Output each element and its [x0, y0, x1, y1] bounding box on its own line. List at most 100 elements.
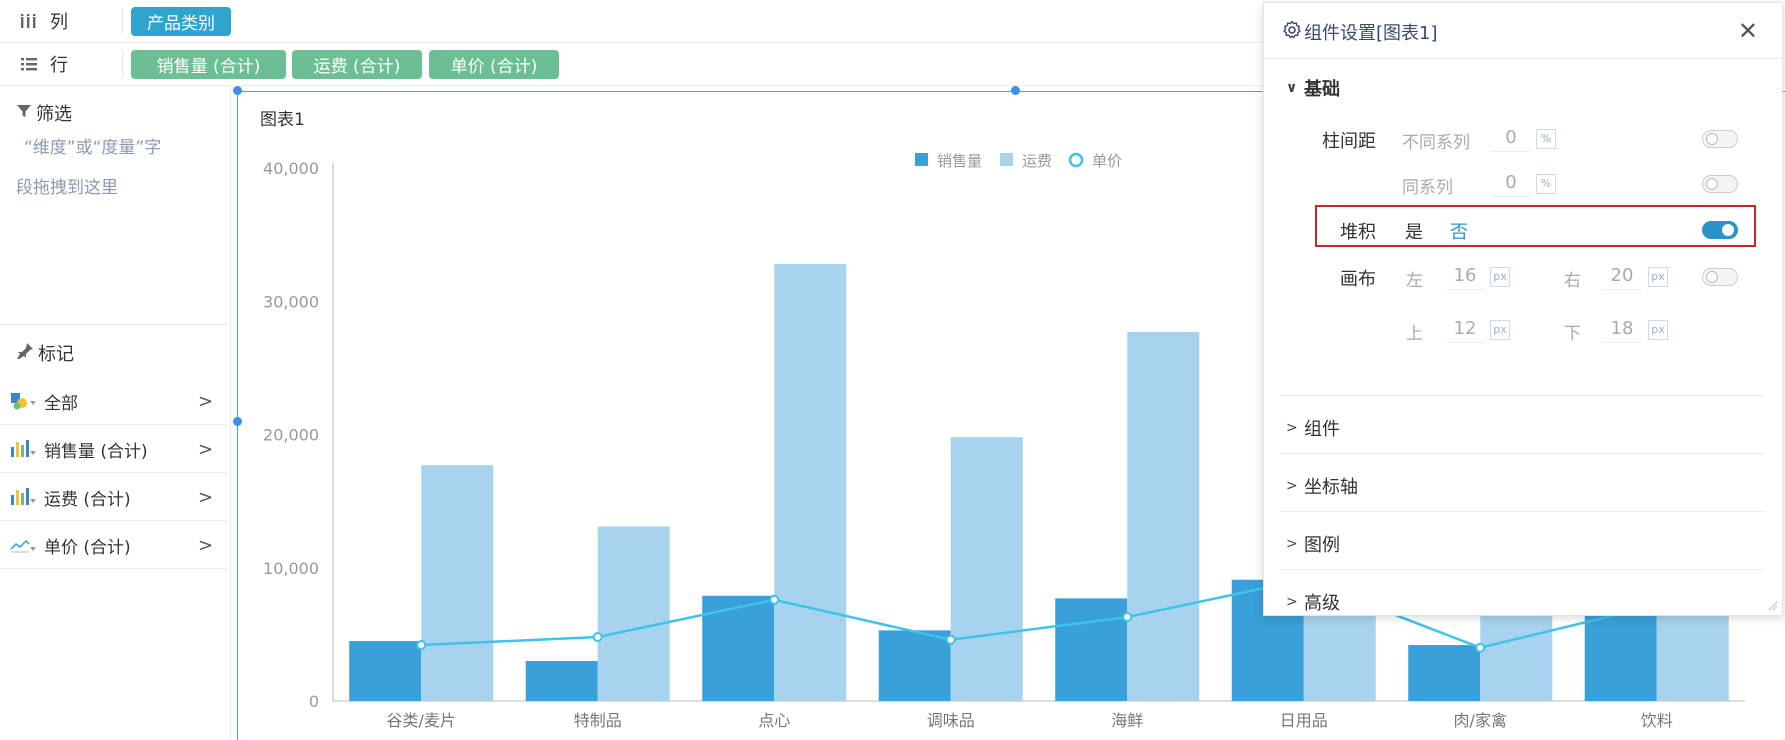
line-point [1475, 642, 1486, 653]
line-chart-icon [0, 535, 44, 555]
shape-color-icon [0, 391, 44, 411]
stack-no-option[interactable]: 否 [1450, 222, 1468, 243]
section-component[interactable]: > 组件 [1286, 415, 1340, 441]
legend-label: 销售量 [937, 152, 982, 170]
section-label: 图例 [1304, 535, 1340, 556]
divider [0, 324, 228, 325]
percent-unit: % [1536, 174, 1556, 194]
canvas-left-input[interactable]: 16 [1445, 263, 1485, 290]
chevron-right-icon: > [1286, 420, 1298, 436]
section-legend[interactable]: > 图例 [1286, 531, 1340, 557]
divider [1280, 569, 1764, 570]
rows-label: 行 [50, 55, 68, 76]
section-basic-label: 基础 [1304, 79, 1340, 100]
canvas-bottom-input[interactable]: 18 [1602, 316, 1642, 343]
bar-freight [421, 465, 494, 701]
x-tick-label: 肉/家禽 [1454, 711, 1507, 730]
section-axis[interactable]: > 坐标轴 [1286, 473, 1358, 499]
divider [1280, 395, 1764, 396]
marks-header: 标记 [16, 340, 74, 366]
rows-icon [20, 56, 42, 72]
filter-drop-zone[interactable]: “维度”或“度量”字 段拖拽到这里 [16, 128, 216, 208]
diff-series-toggle[interactable] [1702, 130, 1738, 148]
component-settings-panel: 组件设置[图表1] ✕ ∨ 基础 柱间距 不同系列 0 % 同系列 0 % 堆积… [1263, 2, 1783, 616]
same-series-input[interactable]: 0 [1491, 170, 1531, 197]
legend-swatch [915, 153, 928, 166]
bar-chart-icon [0, 487, 44, 507]
shelf-separator [122, 51, 123, 77]
resize-handle-left[interactable] [233, 417, 242, 426]
stack-label: 堆积 [1340, 222, 1376, 243]
stack-yes-option[interactable]: 是 [1405, 222, 1423, 243]
rows-shelf-label: 行 [20, 43, 68, 85]
x-tick-label: 日用品 [1280, 711, 1328, 730]
bar-freight [1127, 331, 1200, 701]
legend-swatch [1068, 152, 1084, 168]
y-tick-label: 10,000 [263, 559, 319, 578]
px-unit: px [1490, 320, 1510, 340]
mark-item-all[interactable]: 全部 > [0, 378, 228, 425]
filter-hint-line2: 段拖拽到这里 [16, 178, 118, 198]
legend-swatch [1000, 153, 1014, 166]
line-point [769, 594, 780, 605]
line-point [1122, 612, 1133, 623]
resize-handle-top[interactable] [1011, 86, 1020, 95]
line-point [945, 634, 956, 645]
line-point [416, 640, 427, 651]
canvas-toggle[interactable] [1702, 268, 1738, 286]
columns-icon [20, 13, 42, 29]
x-tick-label: 点心 [758, 711, 790, 730]
section-advanced[interactable]: > 高级 [1286, 589, 1340, 615]
settings-header: 组件设置[图表1] ✕ [1264, 3, 1782, 59]
shelf-separator [122, 8, 123, 34]
settings-title: 组件设置[图表1] [1304, 23, 1438, 44]
chevron-right-icon: > [198, 486, 214, 508]
stack-toggle[interactable] [1702, 221, 1738, 239]
bar-chart-icon [0, 439, 44, 459]
canvas-bottom-label: 下 [1564, 324, 1581, 344]
mark-item-freight[interactable]: 运费 (合计) > [0, 474, 228, 521]
marks-title: 标记 [38, 344, 74, 365]
canvas-top-input[interactable]: 12 [1445, 316, 1485, 343]
chevron-right-icon: > [1286, 536, 1298, 552]
px-unit: px [1648, 320, 1668, 340]
mark-item-price[interactable]: 单价 (合计) > [0, 522, 228, 569]
resize-grip-icon[interactable] [1766, 599, 1778, 611]
row-pill-freight[interactable]: 运费 (合计) [292, 50, 422, 79]
section-label: 坐标轴 [1304, 477, 1358, 498]
line-point [592, 632, 603, 643]
section-label: 高级 [1304, 593, 1340, 614]
pin-icon [16, 342, 34, 365]
close-icon[interactable]: ✕ [1737, 17, 1758, 45]
resize-handle-top-left[interactable] [233, 86, 242, 95]
y-tick-label: 0 [309, 692, 319, 711]
diff-series-input[interactable]: 0 [1491, 125, 1531, 152]
section-label: 组件 [1304, 419, 1340, 440]
section-basic[interactable]: ∨ 基础 [1286, 75, 1340, 101]
x-tick-label: 调味品 [927, 711, 975, 730]
mark-item-sales[interactable]: 销售量 (合计) > [0, 426, 228, 473]
bar-sales [525, 661, 598, 701]
left-panel: 筛选 “维度”或“度量”字 段拖拽到这里 标记 全部 > 销售量 (合计) > … [0, 86, 231, 739]
percent-unit: % [1536, 129, 1556, 149]
px-unit: px [1490, 267, 1510, 287]
bar-sales [878, 630, 951, 701]
mark-item-label: 销售量 (合计) [44, 441, 148, 462]
y-tick-label: 30,000 [263, 292, 319, 311]
row-pill-price[interactable]: 单价 (合计) [429, 50, 559, 79]
x-tick-label: 特制品 [574, 711, 622, 730]
y-tick-label: 40,000 [263, 159, 319, 178]
columns-shelf-label: 列 [20, 0, 68, 42]
diff-series-label: 不同系列 [1402, 133, 1470, 153]
bar-freight [950, 437, 1023, 701]
column-pill-product-category[interactable]: 产品类别 [131, 7, 231, 36]
canvas-label: 画布 [1340, 269, 1376, 290]
mark-item-label: 全部 [44, 393, 78, 414]
same-series-toggle[interactable] [1702, 175, 1738, 193]
bar-sales [1055, 598, 1128, 701]
row-pill-sales[interactable]: 销售量 (合计) [131, 50, 286, 79]
bar-spacing-label: 柱间距 [1322, 131, 1376, 152]
stack-highlight-box [1315, 205, 1756, 247]
mark-item-label: 运费 (合计) [44, 489, 131, 510]
canvas-right-input[interactable]: 20 [1602, 263, 1642, 290]
